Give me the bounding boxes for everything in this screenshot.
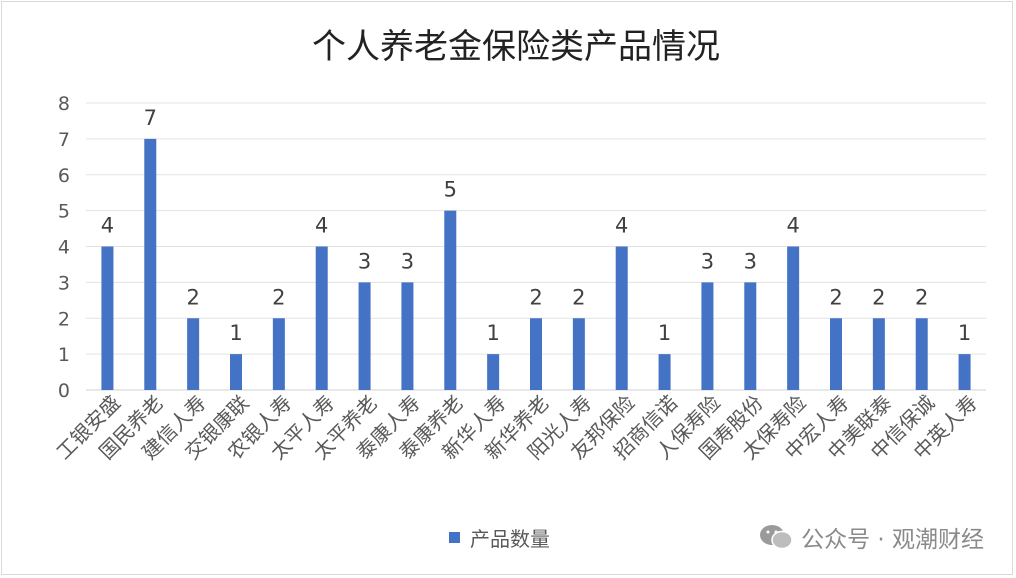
data-label: 2	[529, 285, 542, 309]
data-label: 2	[272, 285, 285, 309]
bar	[401, 282, 414, 390]
bars	[101, 138, 971, 390]
y-tick-labels: 0 1 2 3 4 5 6 7 8	[58, 93, 70, 402]
bar	[658, 354, 671, 390]
data-label: 5	[444, 178, 457, 202]
bar	[830, 318, 842, 390]
legend-swatch	[449, 532, 460, 543]
bar	[701, 282, 714, 390]
bar	[572, 318, 585, 390]
data-label: 1	[229, 321, 242, 345]
bar	[230, 354, 242, 390]
data-label: 2	[872, 285, 885, 309]
bar	[787, 246, 800, 390]
data-label: 3	[401, 249, 414, 273]
data-label: 7	[144, 106, 157, 130]
data-label: 3	[744, 249, 757, 273]
y-tick-label: 8	[58, 93, 70, 115]
data-label: 3	[701, 249, 714, 273]
wechat-icon	[759, 524, 793, 550]
data-label: 4	[786, 214, 799, 238]
y-tick-label: 0	[58, 380, 70, 402]
data-label: 4	[101, 214, 114, 238]
bar	[444, 210, 457, 390]
data-label: 1	[486, 321, 499, 345]
bar	[915, 318, 928, 390]
legend: 产品数量	[449, 527, 550, 551]
chart-title: 个人养老金保险类产品情况	[312, 27, 720, 67]
bar	[530, 318, 542, 390]
data-label: 1	[658, 321, 671, 345]
y-tick-label: 4	[58, 237, 70, 259]
data-label: 4	[615, 214, 628, 238]
y-tick-label: 1	[58, 344, 70, 366]
y-tick-label: 7	[58, 129, 70, 151]
bar	[487, 354, 500, 390]
data-label: 2	[915, 285, 928, 309]
bar	[272, 318, 285, 390]
legend-label: 产品数量	[470, 527, 550, 551]
bar	[958, 354, 971, 390]
watermark: 公众号 · 观潮财经	[759, 520, 984, 554]
bar	[872, 318, 885, 390]
data-label: 4	[315, 214, 328, 238]
data-label: 3	[358, 249, 371, 273]
bar	[187, 318, 200, 390]
y-tick-label: 5	[58, 201, 70, 223]
bar	[144, 138, 157, 390]
data-label: 2	[572, 285, 585, 309]
y-tick-label: 2	[58, 308, 70, 330]
y-tick-label: 3	[58, 272, 70, 294]
data-label: 2	[186, 285, 199, 309]
data-label: 2	[829, 285, 842, 309]
data-labels: 4 7 2 1 2 4 3 3 5 1 2 2 4 1 3 3 4 2 2 2 1	[101, 106, 972, 345]
bar	[101, 246, 114, 390]
data-label: 1	[958, 321, 971, 345]
x-tick-labels: 工银安盛国民养老建信人寿交银康联农银人寿太平人寿太平养老泰康人寿泰康养老新华人寿…	[51, 391, 982, 465]
bar	[744, 282, 757, 390]
y-tick-label: 6	[58, 165, 70, 187]
bar	[315, 246, 328, 390]
watermark-text: 公众号 · 观潮财经	[801, 527, 984, 553]
bar	[615, 246, 628, 390]
bar	[358, 282, 371, 390]
